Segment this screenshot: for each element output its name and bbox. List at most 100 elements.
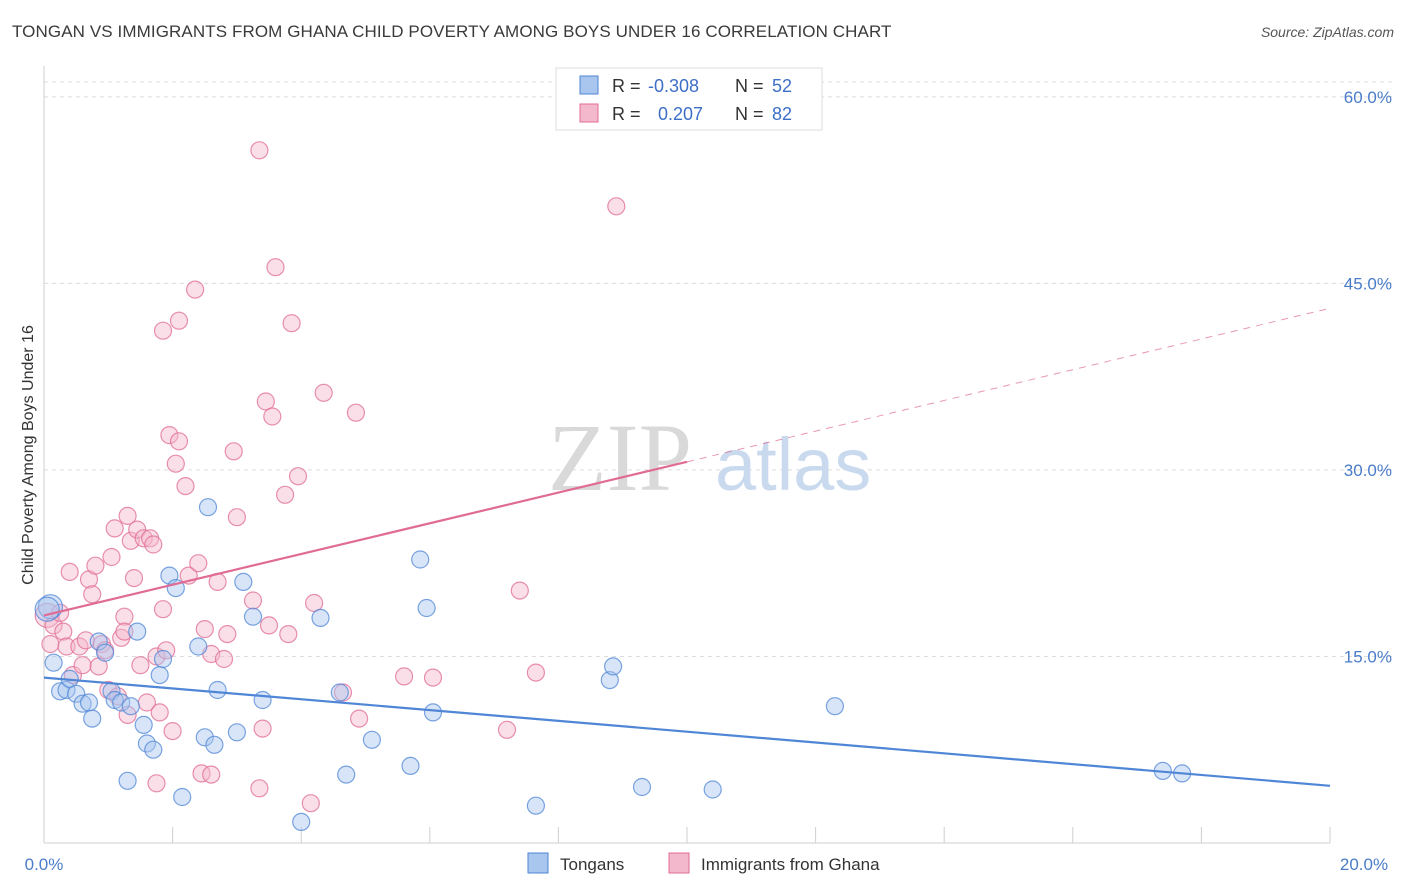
point-ghana [41,634,60,654]
point-tongans [362,730,381,749]
point-ghana [214,649,234,669]
x-tick-label: 20.0% [1340,855,1388,874]
point-tongans [89,632,108,651]
point-tongans [150,665,169,685]
point-ghana [301,794,320,813]
point-ghana [423,668,443,687]
point-ghana [288,467,308,486]
point-ghana [282,314,301,333]
point-tongans [95,643,115,662]
point-ghana [86,556,105,575]
watermark: ZIP atlas [548,404,871,511]
series-legend: Tongans Immigrants from Ghana [527,852,880,874]
chart-title: TONGAN VS IMMIGRANTS FROM GHANA CHILD PO… [12,22,892,41]
point-tongans [83,709,102,728]
point-ghana [195,619,214,639]
stats-n-value-2: 82 [772,104,792,124]
x-tick-labels: 0.0% 20.0% [25,855,1388,874]
point-ghana [259,616,279,635]
point-ghana [189,554,208,573]
point-ghana [314,383,333,402]
point-ghana [263,407,282,426]
point-tongans [144,740,163,759]
stats-r-value-2: 0.207 [658,104,703,124]
point-ghana [526,663,546,682]
point-tongans [44,653,63,672]
stats-r-label-1: R = [612,76,641,96]
point-ghana [510,581,529,600]
point-tongans [292,812,311,832]
chart-source: Source: ZipAtlas.com [1260,24,1394,40]
point-ghana [160,426,179,445]
point-tongans [401,756,420,776]
trend-line-ghana-dashed [686,307,1331,463]
point-tongans [311,608,330,628]
point-tongans [79,693,99,712]
grid-lines [44,81,1392,657]
point-ghana [169,432,189,451]
point-ghana [102,547,121,567]
point-ghana [153,321,173,340]
watermark-zip: ZIP [548,404,692,511]
point-tongans [128,622,147,641]
point-ghana [105,519,124,538]
legend-label-ghana: Immigrants from Ghana [701,855,880,874]
stats-r-label-2: R = [612,104,641,124]
axes [43,66,1331,844]
point-ghana [186,280,205,299]
point-ghana [115,607,134,626]
stats-legend: R = -0.308 N = 52 R = 0.207 N = 82 [555,67,823,131]
point-tongans [234,572,253,592]
point-tongans [121,697,140,716]
y-axis-label: Child Poverty Among Boys Under 16 [20,325,37,585]
point-tongans [337,765,356,784]
point-tongans [411,550,430,569]
data-points [34,141,1192,832]
point-ghana [115,622,134,641]
watermark-atlas: atlas [715,423,871,506]
point-ghana [607,197,626,216]
point-ghana [176,477,195,496]
point-tongans [632,777,652,797]
point-ghana [147,774,166,793]
y-tick-label: 45.0% [1344,274,1392,293]
point-tongans [600,670,619,690]
point-ghana [243,591,263,610]
point-tongans [57,680,76,700]
point-tongans [118,771,137,790]
point-tongans [603,657,623,676]
point-ghana [57,637,76,656]
point-ghana [83,585,102,604]
stats-swatch-blue [579,75,599,95]
point-tongans [34,596,60,622]
point-tongans [227,723,246,742]
point-ghana [395,667,414,686]
stats-n-label-1: N = [735,76,764,96]
point-tongans [134,715,153,735]
point-ghana [250,779,269,798]
point-tongans [526,796,546,815]
point-tongans [73,694,92,713]
stats-n-value-1: 52 [772,76,792,96]
point-tongans [205,735,224,754]
point-ghana [218,624,237,644]
point-ghana [256,392,275,411]
point-tongans [417,598,436,618]
point-tongans [423,703,443,722]
trend-line-ghana [43,460,688,617]
point-ghana [350,709,369,728]
point-tongans [208,680,227,700]
point-tongans [173,787,192,807]
trend-lines [43,307,1331,787]
point-ghana [202,765,221,784]
y-tick-label: 60.0% [1344,88,1392,107]
point-ghana [144,535,163,554]
y-tick-label: 30.0% [1344,461,1392,480]
point-ghana [54,622,73,641]
point-ghana [134,529,153,548]
point-ghana [192,764,211,783]
point-tongans [330,683,349,702]
point-ghana [73,656,92,675]
point-ghana [253,719,272,738]
